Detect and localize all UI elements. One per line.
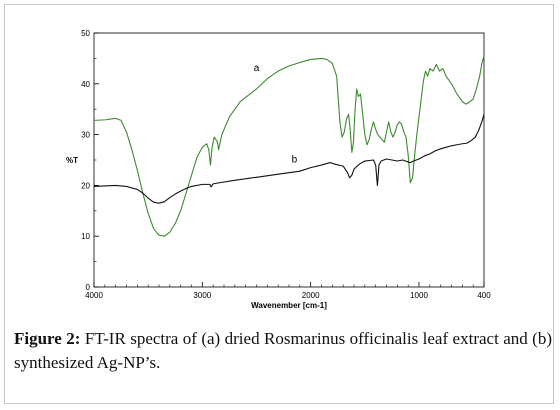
x-tick-label: 1000 (410, 291, 428, 300)
y-tick-label: 30 (81, 131, 90, 140)
y-tick-label: 10 (81, 232, 90, 241)
series-line-a (93, 55, 485, 237)
caption-label: Figure 2: (14, 329, 81, 348)
ftir-chart: 4000 3000 2000 1000 40001020304050Wavenember… (66, 29, 491, 310)
figure-caption: Figure 2: FT-IR spectra of (a) dried Ros… (14, 327, 552, 375)
x-tick-label: 2000 (302, 291, 320, 300)
y-tick-label: 0 (86, 283, 91, 292)
y-tick-label: 20 (81, 181, 90, 190)
x-axis-label: Wavenember [cm-1] (251, 301, 327, 310)
y-axis-label: %T (66, 156, 78, 165)
caption-text: FT-IR spectra of (a) dried Rosmarinus of… (14, 329, 552, 372)
series-annotation-a: a (254, 63, 260, 74)
series-line-b (93, 114, 485, 204)
x-tick-label: 3000 (193, 291, 211, 300)
y-tick-label: 40 (81, 80, 90, 89)
figure-frame: 4000 3000 2000 1000 400 0 10 20 30 40 50 Wavenember… (4, 4, 554, 404)
x-tick-label: 400 (477, 291, 491, 300)
series-annotation-b: b (292, 155, 298, 166)
y-tick-label: 50 (81, 29, 90, 38)
x-tick-label: 4000 (85, 291, 103, 300)
